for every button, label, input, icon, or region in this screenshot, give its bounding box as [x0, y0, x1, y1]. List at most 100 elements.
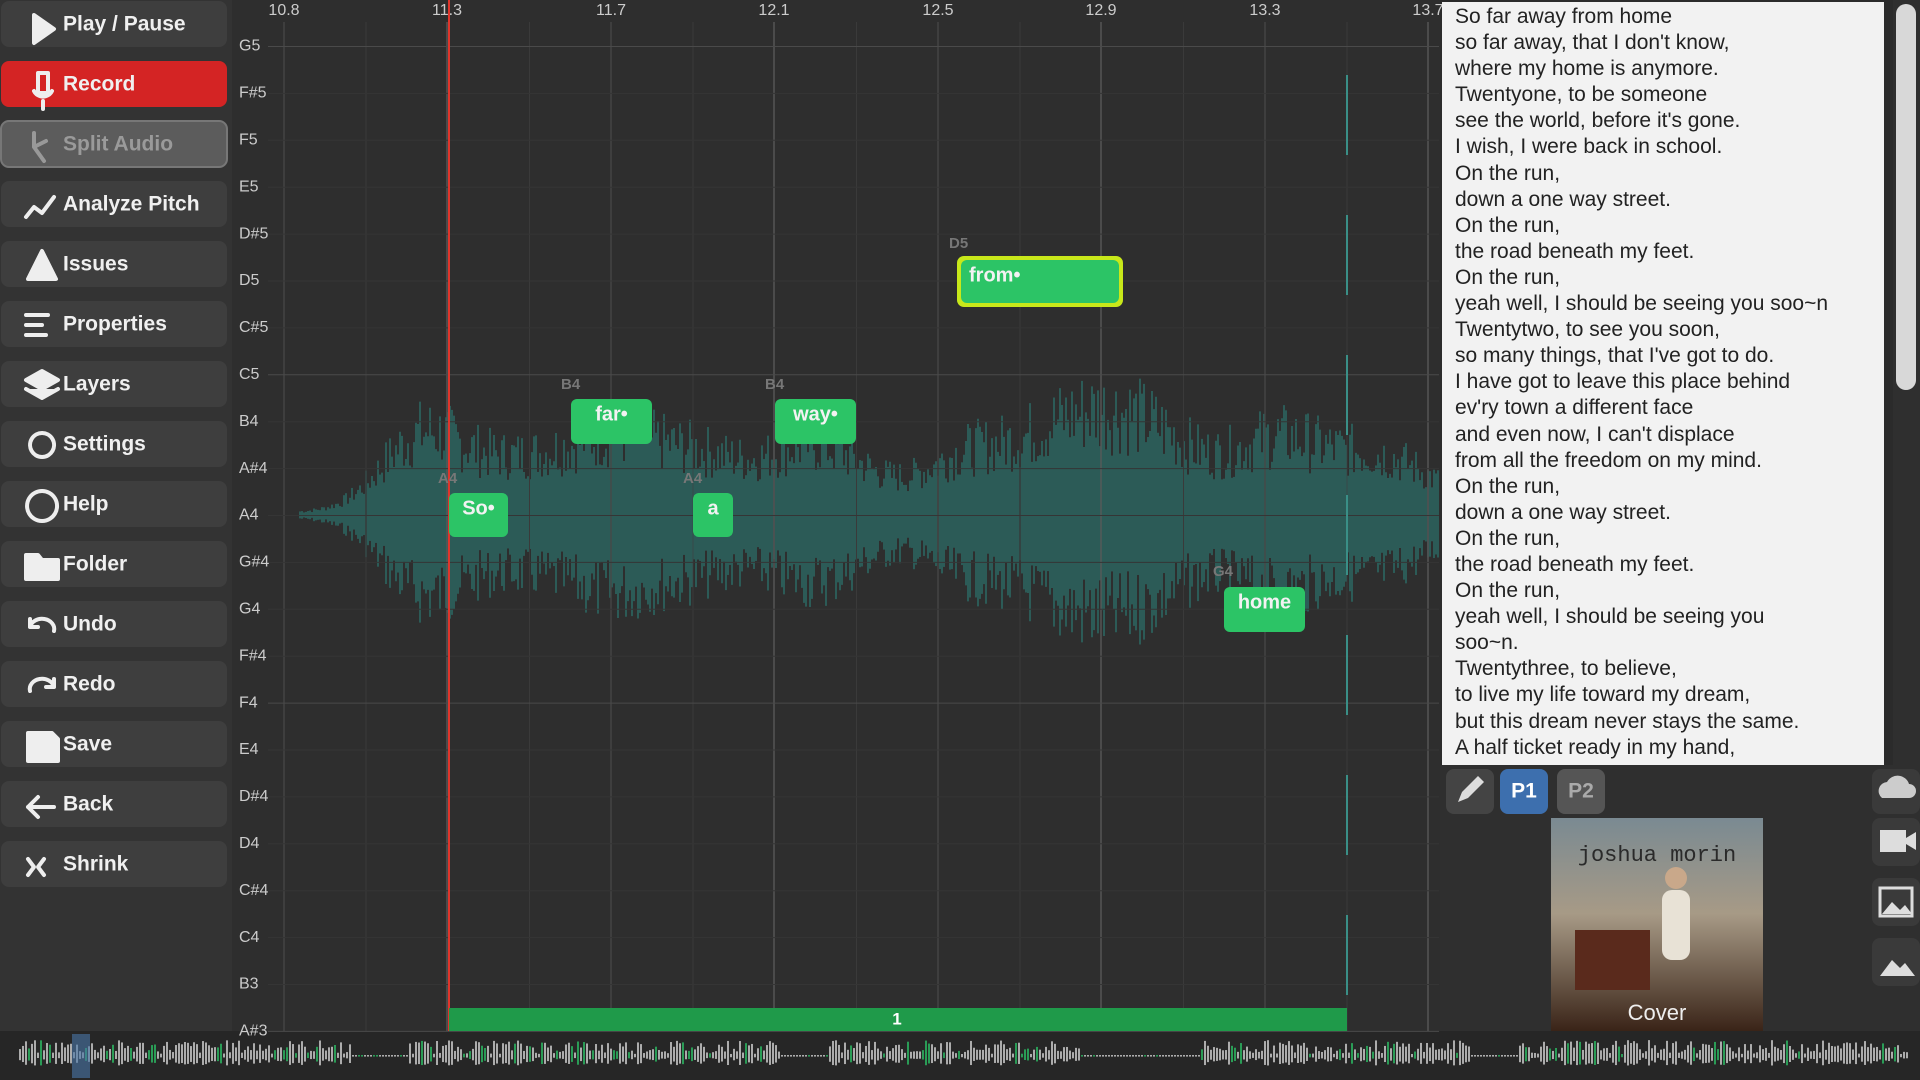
note-text: far• — [595, 403, 628, 425]
button-label: Issues — [63, 253, 128, 276]
pitch-label: B4 — [239, 413, 259, 430]
button-label: Redo — [63, 673, 116, 696]
lyric-line: so far away, that I don't know, — [1455, 31, 1730, 55]
tab-label: P1 — [1511, 780, 1537, 803]
lyrics-panel[interactable]: So far away from home so far away, that I… — [1442, 2, 1884, 765]
note[interactable] — [449, 493, 508, 537]
lyric-line: but this dream never stays the same. — [1455, 709, 1800, 733]
lyric-line: Twentytwo, to see you soon, — [1455, 318, 1720, 342]
button-icon — [32, 13, 56, 45]
button-label: Save — [63, 733, 112, 756]
note-pitch: D5 — [949, 235, 968, 252]
sidebar-button[interactable] — [1, 661, 227, 707]
note-pitch: A4 — [438, 470, 458, 487]
sidebar-button[interactable] — [1, 1, 227, 47]
button-icon — [24, 553, 60, 581]
lyric-line: soo~n. — [1455, 631, 1519, 655]
note-pitch: B4 — [561, 376, 581, 393]
overview-cursor[interactable] — [72, 1034, 90, 1078]
lyric-line: Twentythree, to believe, — [1455, 657, 1677, 681]
lyric-line: yeah well, I should be seeing you — [1455, 605, 1765, 629]
lyric-line: the road beneath my feet. — [1455, 239, 1695, 263]
sidebar-buttons: Play / Pause Record Split Audio Analyze Pit… — [0, 1, 228, 887]
lyric-line: On the run, — [1455, 474, 1561, 498]
button-label: Analyze Pitch — [63, 193, 200, 216]
note-pitch: A4 — [683, 470, 703, 487]
pitch-label: C#4 — [239, 882, 268, 899]
cover-piano — [1575, 930, 1650, 990]
time-tick-label: 11.7 — [596, 2, 626, 19]
button-label: Properties — [63, 313, 167, 336]
pitch-label: F4 — [239, 694, 258, 711]
sidebar-button[interactable] — [1, 601, 227, 647]
overview-strip — [0, 1031, 1920, 1080]
note-text: way• — [792, 403, 838, 425]
lyric-line: ev'ry town a different face — [1455, 396, 1694, 420]
overview-wave — [19, 1040, 1908, 1066]
note-text: a — [707, 497, 719, 519]
time-tick-label: 12.9 — [1085, 2, 1116, 19]
grid: 10.8 11.3 11.7 12.1 12.5 12.9 13.3 13.7 G5 F#5 F5 E… — [239, 2, 1444, 1039]
button-icon — [26, 795, 56, 819]
lyric-line: down a one way street. — [1455, 187, 1671, 211]
sidebar-button[interactable] — [1, 481, 227, 527]
lyric-line: On the run, — [1455, 213, 1561, 237]
button-label: Settings — [63, 433, 146, 456]
sidebar-button[interactable] — [1, 241, 227, 287]
note[interactable] — [961, 260, 1119, 303]
button-icon — [24, 313, 50, 337]
note[interactable] — [571, 399, 652, 444]
pitch-label: C5 — [239, 366, 260, 383]
lyric-line: where my home is anymore. — [1455, 57, 1719, 81]
note[interactable] — [1224, 587, 1305, 632]
button-icon — [28, 616, 57, 633]
lyric-line: see the world, before it's gone. — [1455, 109, 1741, 133]
pitch-label: C4 — [239, 929, 260, 946]
button-icon — [32, 131, 48, 163]
sidebar-button[interactable] — [1, 841, 227, 887]
sidebar-button[interactable] — [1, 781, 227, 827]
sidebar-button[interactable] — [1, 421, 227, 467]
time-tick-label: 13.3 — [1249, 2, 1280, 19]
button-icon — [24, 195, 56, 219]
button-icon — [28, 431, 57, 459]
button-icon — [24, 369, 60, 400]
sidebar-button[interactable] — [1, 361, 227, 407]
note-pitch: B4 — [765, 376, 785, 393]
sidebar-button[interactable] — [1, 61, 227, 107]
note[interactable] — [693, 493, 733, 537]
sentence-bar — [449, 1008, 1347, 1031]
button-icon — [26, 249, 58, 281]
cover-figure — [1662, 890, 1690, 960]
note[interactable] — [775, 399, 856, 444]
button-icon — [25, 489, 59, 523]
pitch-label: D#5 — [239, 225, 268, 242]
lyric-line: A half ticket ready in my hand, — [1455, 735, 1736, 759]
lyric-line: On the run, — [1455, 161, 1561, 185]
scroll-thumb[interactable] — [1896, 4, 1916, 390]
pitch-label: B3 — [239, 976, 259, 993]
button-icon — [27, 676, 56, 693]
note-text: So• — [462, 497, 495, 519]
sidebar-button[interactable] — [0, 120, 228, 168]
tab-p2[interactable] — [1557, 769, 1605, 814]
video-icon — [1880, 830, 1916, 852]
sidebar-button[interactable] — [1, 181, 227, 227]
button-label: Back — [63, 793, 114, 816]
lyric-line: yeah well, I should be seeing you soo~n — [1455, 292, 1829, 316]
button-label: Record — [63, 73, 135, 96]
button-label: Help — [63, 493, 109, 516]
sidebar-button[interactable] — [1, 301, 227, 347]
cover-artist: joshua morin — [1578, 843, 1736, 868]
background-button[interactable] — [1872, 938, 1920, 986]
tab-p1[interactable] — [1500, 769, 1548, 814]
button-icon — [26, 731, 60, 763]
lyric-line: On the run, — [1455, 579, 1561, 603]
pitch-label: G5 — [239, 38, 260, 55]
pitch-label: D5 — [239, 272, 260, 289]
lyric-line: so many things, that I've got to do. — [1455, 344, 1775, 368]
lyric-line: the road beneath my feet. — [1455, 552, 1695, 576]
lyric-line: I have got to leave this place behind — [1455, 370, 1791, 394]
time-tick-label: 12.1 — [758, 2, 789, 19]
